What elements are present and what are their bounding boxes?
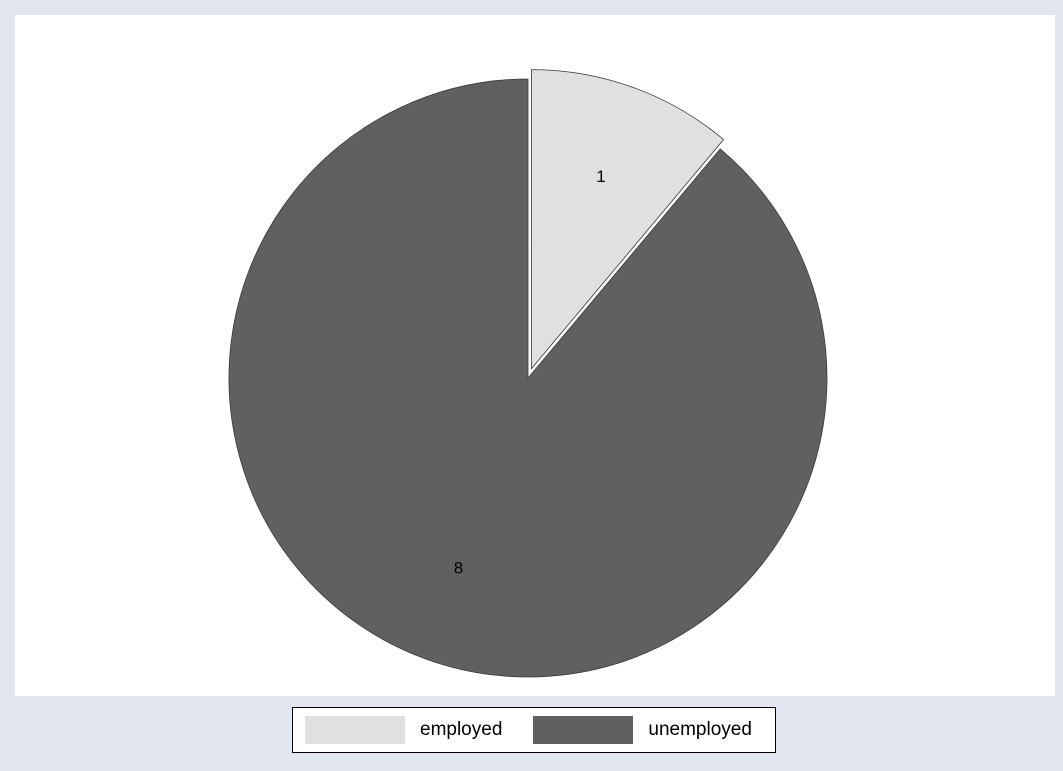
pie-slice-unemployed — [228, 78, 828, 678]
legend-swatch-unemployed — [533, 716, 634, 744]
legend-item-unemployed: unemployed — [533, 716, 752, 744]
legend: employed unemployed — [292, 707, 776, 753]
slice-value-label-unemployed: 8 — [454, 559, 463, 578]
legend-swatch-employed — [305, 716, 405, 744]
legend-label-employed: employed — [420, 719, 503, 740]
pie-chart: 18 — [228, 69, 828, 678]
legend-label-unemployed: unemployed — [648, 719, 752, 740]
slice-value-label-employed: 1 — [596, 167, 605, 186]
pie-slice-employed — [531, 69, 725, 370]
legend-item-employed: employed — [305, 716, 533, 744]
